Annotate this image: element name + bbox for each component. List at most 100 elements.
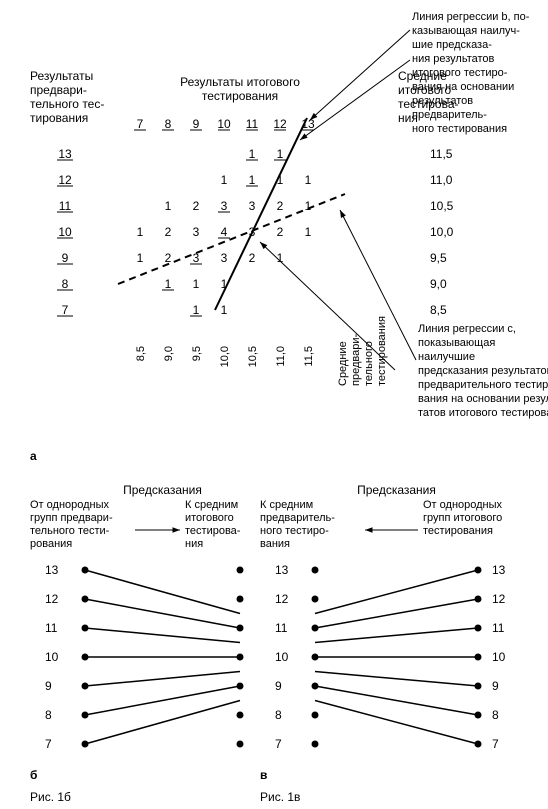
panel-left-header: групп предвари- bbox=[30, 512, 113, 524]
bottom-mean: 10,5 bbox=[247, 346, 259, 367]
left-scale: 10 bbox=[58, 225, 72, 239]
panel-c-right-scale: 12 bbox=[492, 592, 506, 606]
right-header: итогового bbox=[398, 83, 452, 97]
regression-b-annotation: Линия регрессии b, по- bbox=[412, 11, 530, 23]
grid-cell: 2 bbox=[277, 199, 284, 213]
left-scale: 9 bbox=[62, 251, 69, 265]
panel-scale: 9 bbox=[45, 679, 52, 693]
panel-c-right-scale: 7 bbox=[492, 737, 499, 751]
top-scale: 7 bbox=[137, 117, 144, 131]
panel-c-right-scale: 9 bbox=[492, 679, 499, 693]
right-header: тестирова- bbox=[398, 97, 459, 111]
regression-c-annotation: Линия регрессии c, bbox=[418, 323, 516, 335]
grid-cell: 2 bbox=[277, 225, 284, 239]
grid-cell: 1 bbox=[221, 303, 228, 317]
grid-cell: 3 bbox=[249, 199, 256, 213]
panel-left-header: предваритель- bbox=[260, 512, 335, 524]
panel-scale: 9 bbox=[275, 679, 282, 693]
panel-left-header: К средним bbox=[260, 499, 313, 511]
right-mean: 11,5 bbox=[430, 147, 453, 161]
panel-left-header: тельного тести- bbox=[30, 525, 110, 537]
grid-cell: 1 bbox=[305, 173, 312, 187]
grid-cell: 1 bbox=[221, 173, 228, 187]
grid-cell: 1 bbox=[193, 303, 200, 317]
panel-right-header: тестирова- bbox=[185, 525, 241, 537]
grid-cell: 3 bbox=[193, 225, 200, 239]
panel-label: в bbox=[260, 768, 267, 782]
panel-scale: 10 bbox=[275, 650, 289, 664]
grid-cell: 1 bbox=[165, 199, 172, 213]
left-header: Результаты bbox=[30, 69, 93, 83]
regression-b-annotation: шие предсказа- bbox=[412, 39, 492, 51]
panel-right-header: итогового bbox=[185, 512, 234, 524]
panel-caption: Рис. 1б bbox=[30, 790, 71, 804]
panel-scale: 12 bbox=[275, 592, 289, 606]
bottom-mean: 11,5 bbox=[303, 346, 315, 367]
left-header: тирования bbox=[30, 111, 88, 125]
left-scale: 13 bbox=[58, 147, 72, 161]
panel-right-header: тестирования bbox=[423, 525, 493, 537]
grid-cell: 2 bbox=[165, 225, 172, 239]
bottom-vertical-label: тельного bbox=[363, 341, 375, 386]
panel-scale: 13 bbox=[45, 563, 59, 577]
grid-cell: 1 bbox=[305, 225, 312, 239]
panel-scale: 13 bbox=[275, 563, 289, 577]
panel-scale: 7 bbox=[45, 737, 52, 751]
left-scale: 8 bbox=[62, 277, 69, 291]
panel-title: Предсказания bbox=[357, 483, 436, 497]
regression-b-annotation: ния результатов bbox=[412, 53, 495, 65]
panel-label-a: а bbox=[30, 449, 37, 463]
regression-line-c bbox=[118, 194, 345, 284]
grid-cell: 1 bbox=[249, 173, 256, 187]
panel-c-right-scale: 10 bbox=[492, 650, 506, 664]
regression-c-annotation: предварительного тестиро- bbox=[418, 379, 548, 391]
panel-right-header: групп итогового bbox=[423, 512, 502, 524]
bottom-mean: 9,5 bbox=[191, 346, 203, 361]
mid-header: Результаты итогового bbox=[180, 75, 300, 89]
panel-left-header: От однородных bbox=[30, 499, 110, 511]
bottom-vertical-label: Средние bbox=[337, 341, 349, 386]
regression-c-annotation: татов итогового тестирования bbox=[418, 407, 548, 419]
left-scale: 11 bbox=[59, 199, 72, 213]
right-mean: 10,5 bbox=[430, 199, 454, 213]
panel-scale: 11 bbox=[275, 621, 288, 635]
panel-c-right-scale: 11 bbox=[492, 621, 505, 635]
right-mean: 9,5 bbox=[430, 251, 447, 265]
bottom-mean: 11,0 bbox=[275, 346, 287, 367]
grid-cell: 4 bbox=[221, 225, 228, 239]
regression-b-annotation: казывающая наилуч- bbox=[412, 25, 520, 37]
regression-c-annotation: вания на основании резуль- bbox=[418, 393, 548, 405]
grid-cell: 3 bbox=[221, 251, 228, 265]
bottom-vertical-label: предвари- bbox=[350, 334, 362, 386]
top-scale: 12 bbox=[273, 117, 287, 131]
regression-b-annotation: ного тестирования bbox=[412, 123, 507, 135]
panel-right-header: К средним bbox=[185, 499, 238, 511]
right-header: ния bbox=[398, 111, 418, 125]
panel-scale: 10 bbox=[45, 650, 59, 664]
top-scale: 9 bbox=[193, 117, 200, 131]
bottom-mean: 9,0 bbox=[163, 346, 175, 361]
panel-scale: 8 bbox=[45, 708, 52, 722]
grid-cell: 1 bbox=[277, 147, 284, 161]
bottom-vertical-label: тестирования bbox=[376, 316, 388, 386]
mid-header: тестирования bbox=[202, 89, 278, 103]
grid-cell: 1 bbox=[193, 277, 200, 291]
panel-right-header: ния bbox=[185, 538, 203, 550]
grid-cell: 2 bbox=[193, 199, 200, 213]
panel-left-header: ного тестиро- bbox=[260, 525, 329, 537]
regression-c-annotation: предсказания результатов bbox=[418, 365, 548, 377]
panel-c-right-scale: 13 bbox=[492, 563, 506, 577]
regression-c-annotation: наилучшие bbox=[418, 351, 475, 363]
panel-label: б bbox=[30, 768, 37, 782]
top-scale: 8 bbox=[165, 117, 172, 131]
panel-title: Предсказания bbox=[123, 483, 202, 497]
bottom-mean: 10,0 bbox=[219, 346, 231, 367]
panel-scale: 8 bbox=[275, 708, 282, 722]
right-mean: 9,0 bbox=[430, 277, 447, 291]
panel-scale: 7 bbox=[275, 737, 282, 751]
figure-svg: Линия регрессии b, по-казывающая наилуч-… bbox=[0, 0, 548, 809]
grid-cell: 1 bbox=[137, 225, 144, 239]
regression-line-b bbox=[215, 118, 307, 310]
left-scale: 12 bbox=[58, 173, 72, 187]
grid-cell: 1 bbox=[305, 199, 312, 213]
